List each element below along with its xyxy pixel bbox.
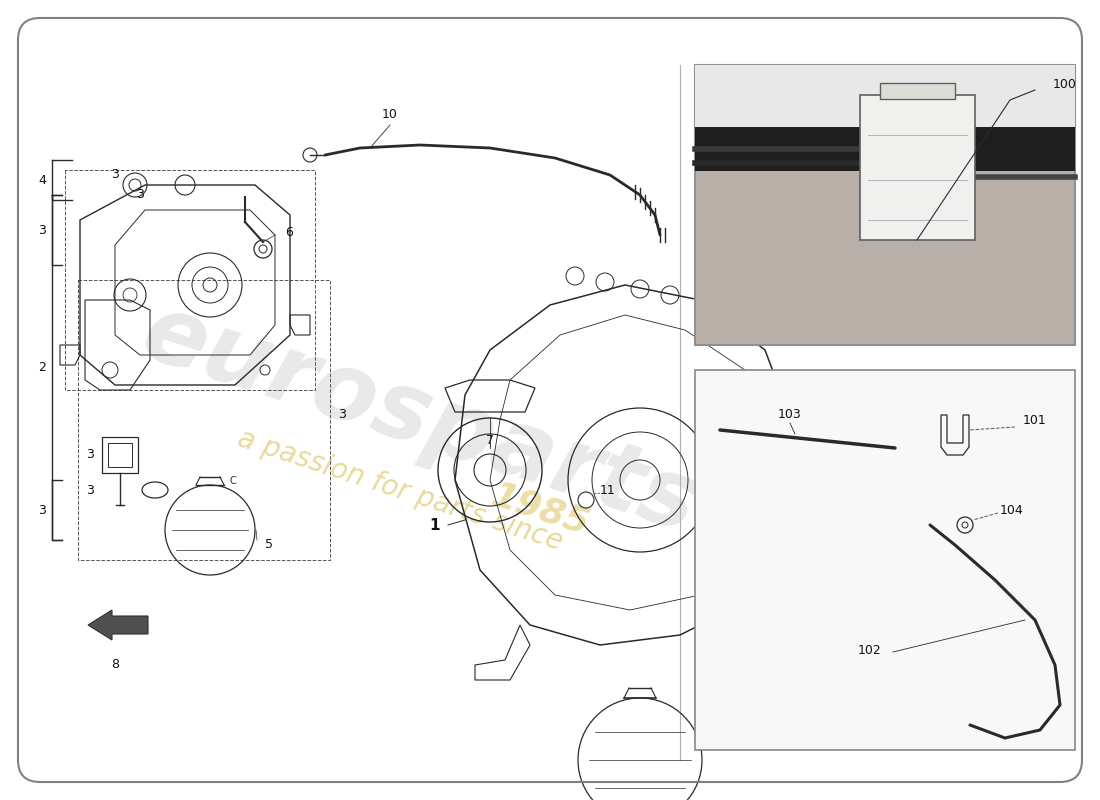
Text: 10: 10 — [382, 109, 398, 122]
Text: 5: 5 — [265, 538, 273, 551]
Text: 3: 3 — [136, 189, 144, 202]
Bar — [695, 65, 1075, 126]
Text: 102: 102 — [858, 643, 882, 657]
Polygon shape — [88, 610, 148, 640]
Text: 11: 11 — [600, 483, 616, 497]
Text: C: C — [230, 476, 236, 486]
Text: 1985: 1985 — [487, 478, 593, 542]
Bar — [102, 437, 138, 473]
Text: 104: 104 — [1000, 503, 1024, 517]
Bar — [108, 443, 132, 467]
Bar — [880, 83, 955, 99]
Bar — [695, 65, 1075, 171]
Text: 3: 3 — [111, 169, 119, 182]
Text: 4: 4 — [39, 174, 46, 186]
Text: 103: 103 — [778, 409, 802, 422]
Text: 3: 3 — [39, 223, 46, 237]
Text: 3: 3 — [338, 409, 345, 422]
Text: 3: 3 — [86, 483, 94, 497]
Bar — [695, 65, 1075, 345]
Text: 101: 101 — [1023, 414, 1047, 426]
Text: 3: 3 — [86, 449, 94, 462]
Text: a passion for parts since: a passion for parts since — [234, 424, 566, 556]
Text: 6: 6 — [285, 226, 293, 238]
Text: eurosparts: eurosparts — [131, 287, 710, 553]
Text: 2: 2 — [39, 361, 46, 374]
Text: 100: 100 — [1053, 78, 1077, 91]
Bar — [695, 370, 1075, 750]
Text: 3: 3 — [39, 503, 46, 517]
Text: 7: 7 — [486, 434, 494, 446]
Bar — [860, 95, 975, 240]
Text: 1: 1 — [430, 518, 440, 533]
Text: 8: 8 — [111, 658, 119, 671]
